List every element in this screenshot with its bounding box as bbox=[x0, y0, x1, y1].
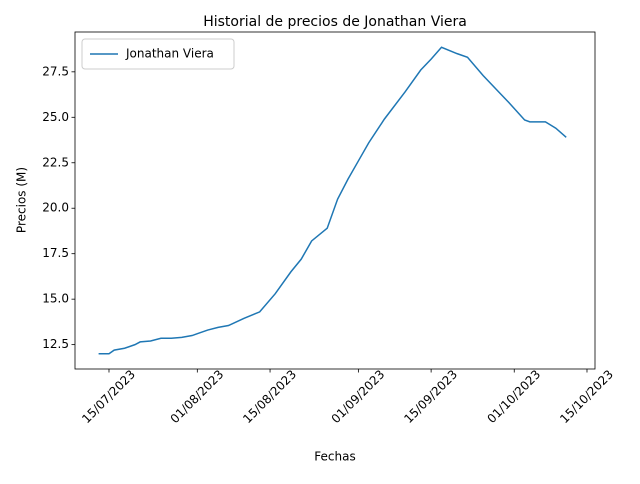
y-tick-label: 25.0 bbox=[42, 110, 69, 124]
legend: Jonathan Viera bbox=[81, 38, 235, 70]
chart-title: Historial de precios de Jonathan Viera bbox=[203, 14, 467, 30]
x-axis-label: Fechas bbox=[314, 450, 355, 464]
y-tick-label: 22.5 bbox=[42, 155, 69, 169]
y-tick-label: 27.5 bbox=[42, 64, 69, 78]
y-axis-label: Precios (M) bbox=[15, 167, 29, 233]
line bbox=[98, 46, 567, 355]
plot-frame bbox=[74, 31, 596, 370]
y-tick-label: 12.5 bbox=[42, 337, 69, 351]
legend-box bbox=[81, 38, 235, 70]
legend-label: Jonathan Viera bbox=[125, 47, 214, 61]
y-tick-label: 15.0 bbox=[42, 292, 69, 306]
y-tick-label: 20.0 bbox=[42, 201, 69, 215]
y-tick-label: 17.5 bbox=[42, 246, 69, 260]
